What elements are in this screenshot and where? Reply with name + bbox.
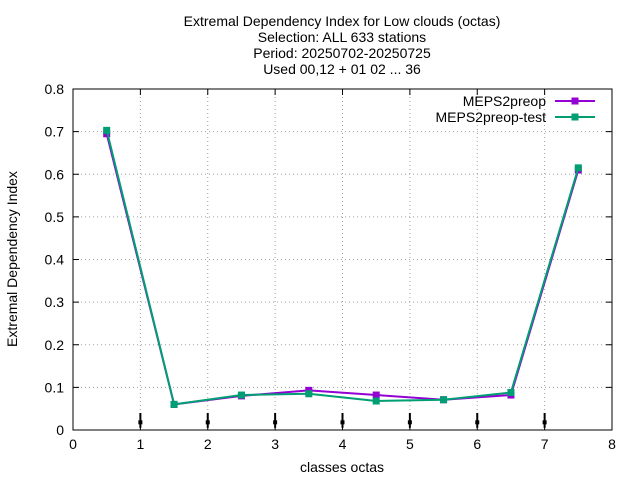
data-point-meps2preop-test bbox=[507, 388, 515, 396]
error-bar-center bbox=[542, 420, 547, 425]
x-tick-label: 7 bbox=[541, 436, 549, 452]
error-bar-center bbox=[340, 420, 345, 425]
chart-title: Extremal Dependency Index for Low clouds… bbox=[184, 13, 501, 77]
x-tick-label: 4 bbox=[339, 436, 347, 452]
x-tick-labels: 0 1 2 3 4 5 6 7 8 bbox=[69, 436, 616, 452]
y-tick-label: 0.8 bbox=[45, 81, 65, 97]
y-tick-label: 0.1 bbox=[45, 379, 65, 395]
data-point-meps2preop-test bbox=[574, 164, 582, 172]
data-point-meps2preop-test bbox=[440, 396, 448, 404]
title-line-3: Period: 20250702-20250725 bbox=[253, 45, 431, 61]
y-axis-label: Extremal Dependency Index bbox=[4, 171, 20, 347]
error-bar-center bbox=[205, 420, 210, 425]
legend-marker-1 bbox=[571, 97, 579, 105]
data-point-meps2preop-test bbox=[103, 126, 111, 134]
y-tick-label: 0.2 bbox=[45, 337, 65, 353]
legend-label-2: MEPS2preop-test bbox=[436, 109, 547, 125]
y-tick-label: 0.4 bbox=[45, 252, 65, 268]
grid bbox=[73, 89, 612, 430]
x-tick-label: 5 bbox=[406, 436, 414, 452]
data-point-meps2preop-test bbox=[305, 390, 313, 398]
x-tick-label: 8 bbox=[608, 436, 616, 452]
title-line-4: Used 00,12 + 01 02 ... 36 bbox=[263, 61, 421, 77]
plot-border bbox=[72, 88, 613, 431]
data-point-meps2preop-test bbox=[372, 397, 380, 405]
series-line-meps2preop-test bbox=[105, 130, 580, 406]
x-tick-label: 2 bbox=[204, 436, 212, 452]
error-bar-center bbox=[475, 420, 480, 425]
error-bar-center bbox=[138, 420, 143, 425]
error-bar-center bbox=[273, 420, 278, 425]
x-tick-label: 0 bbox=[69, 436, 77, 452]
data-point-meps2preop-test bbox=[170, 400, 178, 408]
error-bars bbox=[138, 412, 547, 428]
title-line-2: Selection: ALL 633 stations bbox=[258, 29, 426, 45]
legend: MEPS2preop MEPS2preop-test bbox=[436, 93, 595, 125]
y-tick-label: 0 bbox=[56, 422, 64, 438]
error-bar-center bbox=[407, 420, 412, 425]
y-tick-label: 0.3 bbox=[45, 294, 65, 310]
y-tick-label: 0.6 bbox=[45, 166, 65, 182]
y-tick-label: 0.5 bbox=[45, 209, 65, 225]
x-axis-label: classes octas bbox=[300, 459, 384, 475]
y-tick-label: 0.7 bbox=[45, 124, 65, 140]
legend-marker-2 bbox=[571, 113, 579, 121]
data-point-meps2preop-test bbox=[237, 391, 245, 399]
x-tick-label: 6 bbox=[473, 436, 481, 452]
data-point-meps2preop bbox=[372, 391, 380, 399]
series-lines bbox=[103, 126, 582, 408]
title-line-1: Extremal Dependency Index for Low clouds… bbox=[184, 13, 501, 29]
legend-label-1: MEPS2preop bbox=[463, 93, 546, 109]
x-tick-label: 3 bbox=[271, 436, 279, 452]
x-tick-label: 1 bbox=[136, 436, 144, 452]
y-tick-labels: 0 0.1 0.2 0.3 0.4 0.5 0.6 0.7 0.8 bbox=[45, 81, 65, 438]
